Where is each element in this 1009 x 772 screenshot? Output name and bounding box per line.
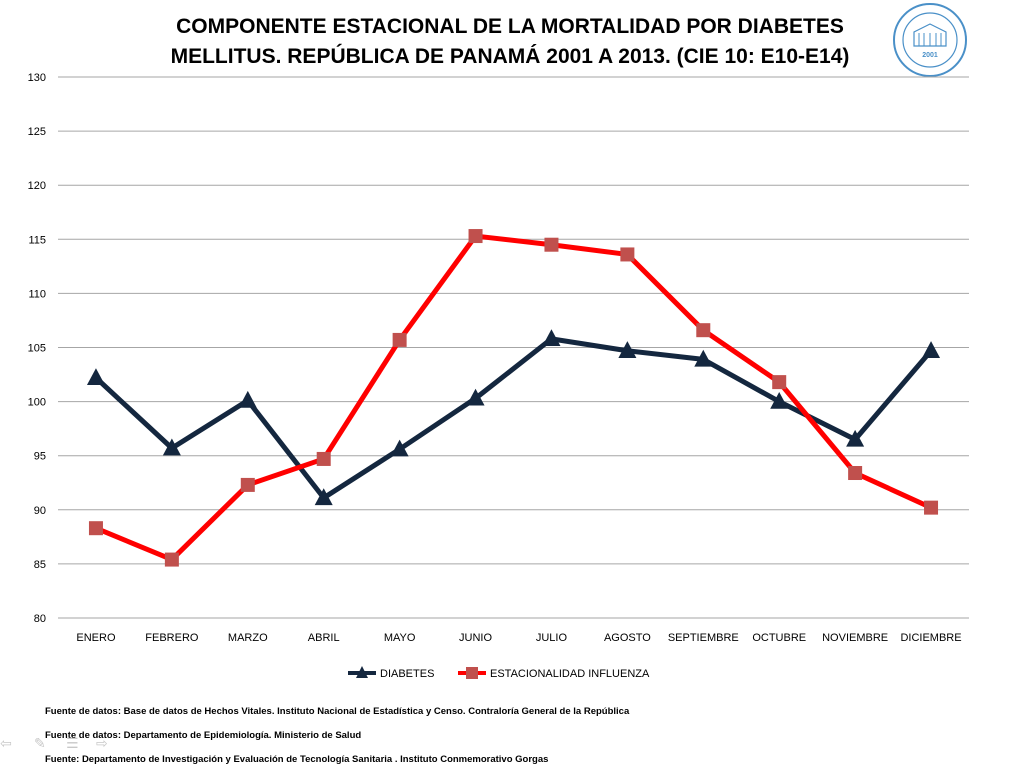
x-tick-label: FEBRERO <box>145 632 199 644</box>
slide-controls: ⇦ ✎ ☰ ⇨ <box>0 736 130 756</box>
x-tick-label: ENERO <box>76 632 116 644</box>
chart-title: COMPONENTE ESTACIONAL DE LA MORTALIDAD P… <box>120 12 900 72</box>
data-point-diabetes <box>618 341 637 358</box>
data-point-influenza <box>88 521 103 536</box>
data-point-diabetes <box>466 388 485 406</box>
data-point-influenza <box>164 552 179 567</box>
legend-label: ESTACIONALIDAD INFLUENZA <box>490 668 650 680</box>
chart-title-line-2: MELLITUS. REPÚBLICA DE PANAMÁ 2001 A 201… <box>170 45 850 68</box>
data-point-diabetes <box>314 488 333 506</box>
y-tick-label: 90 <box>34 505 46 517</box>
x-tick-label: ABRIL <box>308 632 340 644</box>
legend-marker-square <box>466 667 478 679</box>
menu-icon[interactable]: ☰ <box>66 736 79 752</box>
data-point-diabetes <box>238 390 257 408</box>
seal-year: 2001 <box>922 52 938 59</box>
sources-block: Fuente de datos: Base de datos de Hechos… <box>45 700 985 772</box>
x-tick-label: DICIEMBRE <box>900 632 961 644</box>
data-point-influenza <box>392 332 407 347</box>
legend-label: DIABETES <box>380 668 434 680</box>
data-point-influenza <box>544 237 559 252</box>
data-point-diabetes <box>922 341 941 358</box>
source-line-1: Fuente de datos: Base de datos de Hechos… <box>45 706 630 717</box>
y-tick-label: 80 <box>34 613 46 625</box>
next-arrow-icon[interactable]: ⇨ <box>96 736 108 752</box>
series-line-1 <box>93 336 934 501</box>
source-line-3: Fuente: Departamento de Investigación y … <box>45 754 549 765</box>
data-point-diabetes <box>694 349 713 367</box>
institutional-seal-icon: 2001 <box>893 3 967 77</box>
y-tick-label: 85 <box>34 559 46 571</box>
data-point-influenza <box>468 229 483 244</box>
previous-arrow-icon[interactable]: ⇦ <box>0 736 12 752</box>
data-point-influenza <box>316 451 331 466</box>
data-point-diabetes <box>542 329 561 347</box>
y-tick-label: 110 <box>28 288 46 300</box>
x-tick-label: JUNIO <box>459 632 492 644</box>
y-tick-label: 100 <box>28 397 46 409</box>
y-tick-label: 120 <box>28 180 46 192</box>
chart-title-line-1: COMPONENTE ESTACIONAL DE LA MORTALIDAD P… <box>176 15 844 38</box>
series-line-2 <box>93 233 934 563</box>
data-point-diabetes <box>846 429 865 447</box>
line-chart: 80 85 90 95 100 105 110 115 120 125 130 ENERO FEBRER… <box>28 72 969 680</box>
pen-icon[interactable]: ✎ <box>34 736 46 752</box>
data-point-influenza <box>240 477 255 492</box>
data-point-diabetes <box>770 392 789 409</box>
data-point-influenza <box>848 466 863 481</box>
legend-marker-triangle <box>356 666 368 678</box>
source-line-2: Fuente de datos: Departamento de Epidemi… <box>45 730 362 741</box>
x-tick-label: AGOSTO <box>604 632 651 644</box>
y-tick-label: 115 <box>28 234 46 246</box>
x-tick-label: NOVIEMBRE <box>822 632 888 644</box>
y-tick-label: 125 <box>28 126 46 138</box>
y-tick-label: 105 <box>28 343 46 355</box>
y-tick-label: 130 <box>28 72 46 84</box>
x-tick-label: MARZO <box>228 632 268 644</box>
data-point-influenza <box>620 247 635 262</box>
data-point-diabetes <box>390 439 409 457</box>
data-point-influenza <box>696 323 711 338</box>
x-tick-label: SEPTIEMBRE <box>668 632 739 644</box>
x-tick-label: OCTUBRE <box>752 632 806 644</box>
data-point-diabetes <box>162 438 181 456</box>
x-tick-label: MAYO <box>384 632 416 644</box>
data-point-diabetes <box>86 368 105 385</box>
data-point-influenza <box>772 375 787 390</box>
data-point-influenza <box>924 500 939 515</box>
x-tick-label: JULIO <box>536 632 568 644</box>
y-tick-label: 95 <box>34 451 46 463</box>
